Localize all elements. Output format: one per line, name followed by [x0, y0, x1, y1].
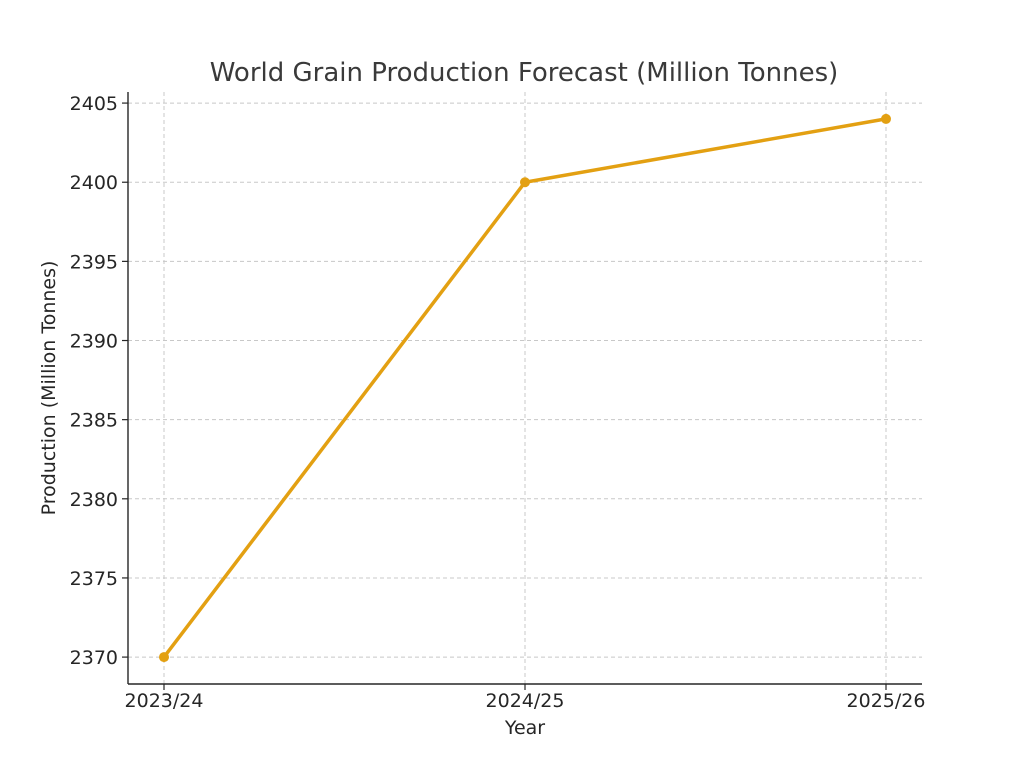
- data-point: [881, 113, 891, 124]
- series-layer: [159, 113, 891, 663]
- x-axis-label: Year: [504, 717, 545, 739]
- y-tick-label: 2400: [70, 172, 118, 194]
- y-axis-ticks: 2370 2375 2380 2385 2390 2395 2400 2405: [70, 93, 128, 669]
- chart-title: World Grain Production Forecast (Million…: [210, 58, 839, 88]
- y-tick-label: 2405: [70, 93, 118, 115]
- y-axis-label: Production (Million Tonnes): [38, 261, 60, 516]
- y-tick-label: 2385: [70, 410, 118, 432]
- grid-lines: [128, 92, 922, 684]
- y-tick-label: 2395: [70, 251, 118, 273]
- data-point: [159, 652, 169, 663]
- x-tick-label: 2023/24: [125, 690, 204, 712]
- x-tick-label: 2025/26: [847, 690, 926, 712]
- y-tick-label: 2380: [70, 489, 118, 511]
- data-point: [520, 177, 530, 188]
- y-tick-label: 2375: [70, 568, 118, 590]
- y-tick-label: 2390: [70, 331, 118, 353]
- x-axis-ticks: 2023/24 2024/25 2025/26: [125, 684, 926, 712]
- y-tick-label: 2370: [70, 647, 118, 669]
- x-tick-label: 2024/25: [486, 690, 565, 712]
